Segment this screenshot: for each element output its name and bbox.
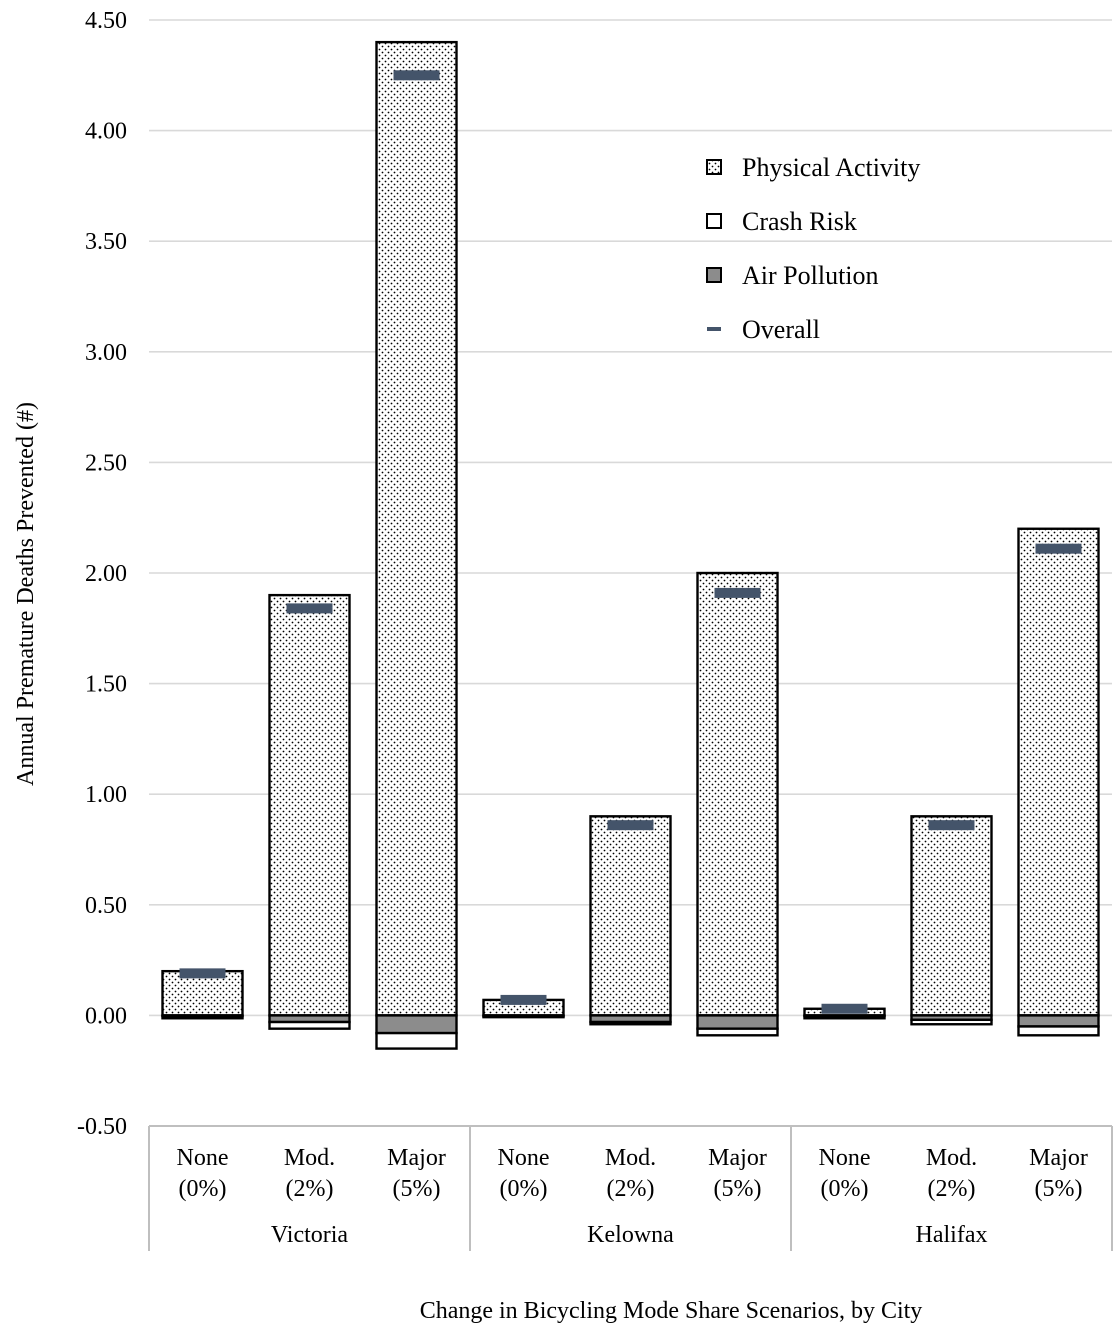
x-tick-label: (5%) (393, 1176, 441, 1202)
overall-markers (179, 70, 1082, 1014)
y-tick-label: 3.50 (85, 229, 127, 255)
bar-physical-activity (375, 40, 458, 1017)
y-tick-label: 1.00 (85, 782, 127, 808)
y-axis-title: Annual Premature Deaths Prevented (#) (13, 402, 39, 786)
x-tick-label: (5%) (1035, 1176, 1083, 1202)
y-tick-label: 0.50 (85, 893, 127, 919)
x-tick-label: Major (387, 1145, 446, 1171)
legend-label: Air Pollution (742, 261, 879, 290)
bar-physical-activity (268, 593, 351, 1017)
x-tick-label: None (177, 1145, 229, 1171)
x-group-label: Halifax (916, 1222, 988, 1248)
y-tick-label: 3.00 (85, 340, 127, 366)
overall-marker (393, 70, 440, 81)
overall-marker (179, 968, 226, 979)
y-tick-label: 1.50 (85, 672, 127, 698)
x-tick-label: (0%) (179, 1176, 227, 1202)
bar-crash-risk (696, 1027, 779, 1037)
x-group-label: Victoria (271, 1222, 349, 1248)
x-tick-label: Mod. (284, 1145, 335, 1171)
y-axis-ticks: -0.50 0.00 0.50 1.00 1.50 2.00 2.50 3.00 3.50 4.0… (77, 8, 127, 1140)
bar-crash-risk (910, 1018, 993, 1026)
y-tick-label: 4.00 (85, 119, 127, 145)
legend: Physical Activity Crash Risk Air Pollution… (706, 153, 920, 344)
legend-label: Overall (742, 315, 820, 344)
legend-swatch (706, 213, 722, 229)
bar-air-pollution (1017, 1014, 1100, 1028)
legend-swatch (706, 159, 722, 175)
x-tick-label: (2%) (286, 1176, 334, 1202)
bar-air-pollution (696, 1014, 779, 1030)
overall-marker (821, 1003, 868, 1014)
x-tick-label: (2%) (928, 1176, 976, 1202)
bar-physical-activity (696, 571, 779, 1017)
x-tick-label: None (819, 1145, 871, 1171)
bar-crash-risk (375, 1031, 458, 1050)
bar-physical-activity (161, 969, 244, 1017)
bar-crash-risk (161, 1014, 244, 1020)
legend-swatch (706, 267, 722, 283)
bar-physical-activity (910, 815, 993, 1017)
y-tick-label: -0.50 (77, 1114, 127, 1140)
y-tick-label: 2.50 (85, 450, 127, 476)
x-tick-label: (5%) (714, 1176, 762, 1202)
overall-marker (500, 994, 547, 1005)
overall-marker (607, 820, 654, 831)
bar-crash-risk (482, 1014, 565, 1019)
x-axis-title: Change in Bicycling Mode Share Scenarios… (420, 1298, 923, 1324)
bar-crash-risk (803, 1014, 886, 1020)
y-tick-label: 2.00 (85, 561, 127, 587)
x-group-label: Kelowna (587, 1222, 674, 1248)
x-tick-label: (2%) (607, 1176, 655, 1202)
overall-marker (286, 603, 333, 614)
x-tick-label: Mod. (605, 1145, 656, 1171)
bar-physical-activity (589, 815, 672, 1017)
x-tick-label: Major (708, 1145, 767, 1171)
y-tick-label: 0.00 (85, 1003, 127, 1029)
y-tick-label: 4.50 (85, 8, 127, 34)
bar-air-pollution (375, 1014, 458, 1035)
bar-crash-risk (1017, 1025, 1100, 1037)
x-tick-label: Major (1029, 1145, 1088, 1171)
overall-marker (714, 587, 761, 598)
legend-label: Crash Risk (742, 207, 857, 236)
x-axis: None (0%) Mod. (2%) Major (5%) None (0%) Mod. (2%… (148, 1125, 1113, 1251)
legend-label: Physical Activity (742, 153, 920, 182)
bar-crash-risk (589, 1020, 672, 1026)
overall-marker (928, 820, 975, 831)
x-tick-label: Mod. (926, 1145, 977, 1171)
bars (161, 40, 1100, 1050)
bar-crash-risk (268, 1020, 351, 1030)
x-tick-label: (0%) (821, 1176, 869, 1202)
x-tick-label: (0%) (500, 1176, 548, 1202)
bar-physical-activity (1017, 527, 1100, 1017)
x-tick-label: None (498, 1145, 550, 1171)
legend-swatch-overall (707, 327, 721, 331)
overall-marker (1035, 543, 1082, 554)
